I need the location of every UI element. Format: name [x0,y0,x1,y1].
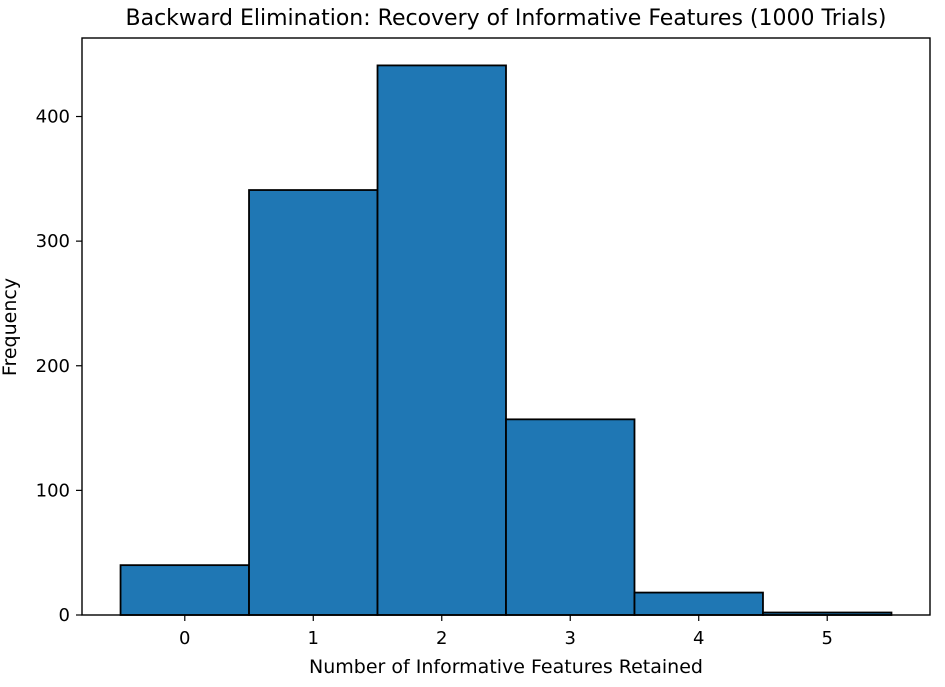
plot-frame [81,37,931,616]
x-axis-label: Number of Informative Features Retained [309,656,703,678]
bar-3 [505,418,636,616]
bar-0 [119,564,250,616]
bar-4 [633,591,764,616]
y-tick-label: 0 [59,605,70,626]
y-tick-label: 400 [36,107,70,128]
x-tick-label: 3 [565,628,576,649]
x-tick-label: 0 [179,628,190,649]
chart-title: Backward Elimination: Recovery of Inform… [126,6,887,31]
x-tick-label: 2 [436,628,447,649]
y-tick-label: 100 [36,480,70,501]
y-tick-label: 300 [36,231,70,252]
bar-2 [376,64,507,616]
y-axis-ticks: 0 100 200 300 400 [36,107,82,626]
x-tick-label: 4 [693,628,704,649]
y-axis-label: Frequency [0,278,21,376]
bar-1 [248,189,379,616]
x-tick-label: 1 [308,628,319,649]
x-tick-label: 5 [821,628,832,649]
bars-layer [119,64,893,616]
y-tick-label: 200 [36,356,70,377]
x-axis-ticks: 0 1 2 3 4 5 [179,615,833,649]
